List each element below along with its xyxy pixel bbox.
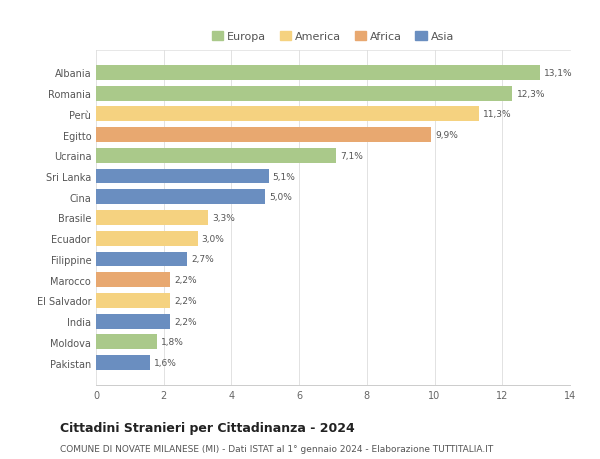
Bar	[96, 128, 431, 143]
Bar	[96, 169, 269, 184]
Text: 13,1%: 13,1%	[544, 69, 572, 78]
Bar	[96, 355, 150, 370]
Bar	[96, 252, 187, 267]
Text: Cittadini Stranieri per Cittadinanza - 2024: Cittadini Stranieri per Cittadinanza - 2…	[60, 421, 355, 434]
Text: 5,1%: 5,1%	[273, 172, 296, 181]
Text: 5,0%: 5,0%	[269, 193, 292, 202]
Text: 7,1%: 7,1%	[340, 151, 364, 161]
Bar	[96, 231, 197, 246]
Bar	[96, 107, 479, 122]
Text: COMUNE DI NOVATE MILANESE (MI) - Dati ISTAT al 1° gennaio 2024 - Elaborazione TU: COMUNE DI NOVATE MILANESE (MI) - Dati IS…	[60, 444, 493, 453]
Bar	[96, 335, 157, 350]
Text: 2,2%: 2,2%	[175, 275, 197, 285]
Bar	[96, 293, 170, 308]
Legend: Europa, America, Africa, Asia: Europa, America, Africa, Asia	[209, 29, 457, 44]
Text: 1,8%: 1,8%	[161, 338, 184, 347]
Text: 2,7%: 2,7%	[191, 255, 214, 264]
Bar	[96, 149, 337, 163]
Bar	[96, 273, 170, 287]
Text: 2,2%: 2,2%	[175, 317, 197, 326]
Text: 12,3%: 12,3%	[517, 90, 545, 98]
Bar	[96, 314, 170, 329]
Text: 9,9%: 9,9%	[435, 131, 458, 140]
Text: 2,2%: 2,2%	[175, 297, 197, 305]
Bar	[96, 190, 265, 205]
Text: 11,3%: 11,3%	[482, 110, 511, 119]
Bar	[96, 66, 539, 81]
Text: 1,6%: 1,6%	[154, 358, 177, 367]
Bar	[96, 86, 512, 101]
Bar	[96, 211, 208, 225]
Text: 3,0%: 3,0%	[202, 234, 224, 243]
Text: 3,3%: 3,3%	[212, 213, 235, 223]
